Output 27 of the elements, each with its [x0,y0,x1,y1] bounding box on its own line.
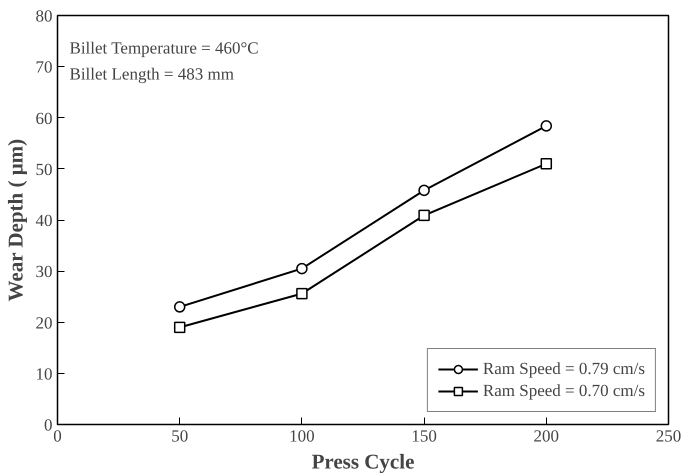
point [540,120,552,132]
y-tick-label: 70 [36,58,52,77]
point [174,322,186,334]
point [540,158,552,170]
annotation: Billet Temperature = 460°C [70,38,259,58]
x-tick-label: 100 [289,426,315,446]
point [418,184,430,196]
x-tick-label: 250 [656,426,682,446]
point [296,288,308,300]
y-axis-title: Wear Depth ( μm) [4,138,28,302]
point [174,301,186,313]
x-axis-title: Press Cycle [312,450,414,474]
point [296,262,308,274]
y-tick-label: 20 [36,313,52,332]
y-tick-label: 80 [36,6,52,26]
point [418,210,430,222]
x-tick-label: 200 [534,426,560,446]
y-tick-label: 30 [36,262,52,282]
x-tick-label: 150 [411,426,437,446]
y-tick-label: 40 [36,211,52,230]
annotation: Billet Length = 483 mm [70,64,234,84]
y-tick-label: 10 [36,364,52,384]
y-tick-label: 60 [36,108,52,128]
legend-label: Ram Speed = 0.79 cm/s [482,359,645,379]
x-tick-label: 50 [171,426,188,446]
legend-label: Ram Speed = 0.70 cm/s [482,381,645,401]
y-tick-label: 50 [36,160,52,179]
